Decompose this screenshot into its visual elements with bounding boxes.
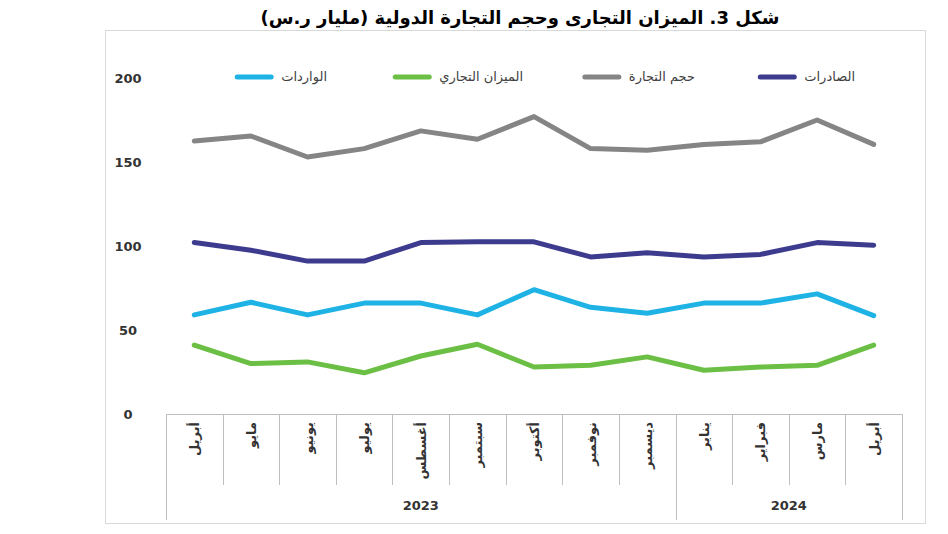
x-tick	[166, 414, 167, 520]
legend-swatch	[760, 75, 794, 80]
x-tick-label: مايو	[244, 422, 259, 449]
y-tick-label: 100	[114, 239, 141, 254]
x-tick-label: مارس	[810, 422, 825, 460]
y-tick-label: 0	[123, 407, 132, 422]
y-tick-label: 200	[114, 71, 141, 86]
x-tick-label: أبريل	[186, 422, 202, 456]
title: شكل 3. الميزان التجارى وحجم التجارة الدو…	[261, 7, 780, 29]
x-tick	[619, 414, 620, 485]
series-line	[194, 242, 873, 261]
x-group-label: 2024	[771, 498, 807, 513]
legend-label: حجم التجارة	[629, 69, 695, 85]
x-tick-label: أغسطس	[413, 422, 429, 480]
x-tick-label: ديسمبر	[640, 422, 655, 470]
x-tick	[789, 414, 790, 485]
x-tick	[223, 414, 224, 485]
x-tick-label: أكتوبر	[526, 422, 542, 461]
x-tick-label: فبراير	[753, 422, 768, 462]
series-line	[194, 344, 873, 373]
plot-area	[194, 117, 873, 373]
x-tick-label: نوفمبر	[584, 422, 599, 467]
x-tick	[392, 414, 393, 485]
series-line	[194, 117, 873, 157]
chart: شكل 3. الميزان التجارى وحجم التجارة الدو…	[0, 0, 948, 534]
legend-label: الصادرات	[804, 69, 855, 85]
x-tick	[676, 414, 677, 520]
x-tick	[902, 414, 903, 520]
x-tick	[336, 414, 337, 485]
x-tick-label: يونيو	[301, 422, 316, 454]
legend-label: الميزان التجاري	[439, 69, 523, 85]
x-tick	[449, 414, 450, 485]
y-tick-label: 150	[114, 155, 141, 170]
legend-swatch	[237, 75, 271, 80]
x-tick-label: أبريل	[866, 422, 882, 456]
x-tick-label: يوليو	[357, 422, 372, 454]
x-tick	[279, 414, 280, 485]
x-axis-line	[166, 414, 902, 415]
chart-frame	[106, 31, 926, 524]
legend-swatch	[395, 75, 429, 80]
x-tick	[506, 414, 507, 485]
series-line	[194, 290, 873, 316]
x-tick	[562, 414, 563, 485]
x-group-label: 2023	[403, 498, 439, 513]
x-tick	[732, 414, 733, 485]
y-tick-label: 50	[119, 323, 137, 338]
legend-label: الواردات	[281, 69, 327, 85]
x-tick-label: يناير	[697, 422, 712, 451]
x-tick-label: سبتمبر	[470, 422, 485, 469]
x-tick	[845, 414, 846, 485]
legend-swatch	[585, 75, 619, 80]
